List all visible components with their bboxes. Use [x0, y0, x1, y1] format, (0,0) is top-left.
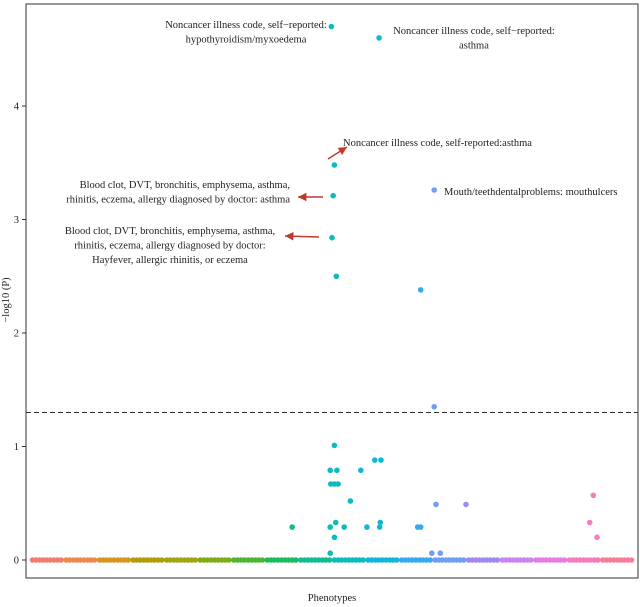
data-point	[329, 234, 335, 241]
data-point	[364, 524, 370, 530]
y-tick-label: 1	[14, 442, 19, 453]
baseline-point	[427, 557, 434, 563]
axes	[25, 3, 639, 579]
data-point	[590, 492, 597, 499]
data-point	[433, 501, 439, 508]
annotation-label: Blood clot, DVT, bronchitis, emphysema, …	[65, 226, 275, 266]
baseline-point	[58, 557, 64, 563]
y-axis-label: −log10 (P)	[1, 277, 12, 323]
annotation-label: Noncancer illness code, self−reported: as…	[393, 26, 555, 52]
data-point	[417, 287, 424, 293]
data-points	[289, 23, 600, 556]
data-point	[463, 501, 469, 508]
baseline-points	[29, 557, 635, 563]
baseline-point	[628, 557, 635, 563]
baseline-point	[595, 557, 601, 563]
data-point	[327, 467, 334, 474]
data-point	[341, 524, 348, 530]
annotation-label: Mouth/teethdentalproblems: mouthulcers	[444, 187, 618, 198]
annotations: Noncancer illness code, self−reported: hy…	[65, 20, 618, 266]
data-point	[289, 524, 296, 530]
data-point	[378, 457, 384, 463]
y-tick-label: 0	[14, 556, 19, 567]
data-point	[376, 524, 383, 530]
y-tick-label: 3	[14, 215, 19, 226]
baseline-point	[91, 557, 98, 563]
annotation-label: Noncancer illness code, self−reported: hy…	[165, 20, 327, 46]
data-point	[335, 481, 341, 487]
data-point	[586, 519, 593, 526]
data-point	[327, 524, 334, 530]
data-point	[327, 550, 334, 556]
data-point	[332, 519, 339, 526]
annotation-label: Noncancer illness code, self-reported:as…	[343, 138, 532, 149]
baseline-point	[158, 557, 165, 563]
baseline-point	[561, 557, 568, 563]
baseline-point	[293, 557, 299, 563]
data-point	[376, 35, 382, 41]
data-point	[331, 534, 338, 541]
baseline-point	[226, 557, 232, 563]
baseline-point	[360, 557, 366, 563]
baseline-point	[259, 557, 266, 563]
data-point	[333, 273, 340, 280]
baseline-point	[192, 557, 199, 563]
y-tick-label: 2	[14, 329, 19, 340]
data-point	[334, 467, 340, 474]
y-ticks: 0 1 2 3 4	[14, 102, 26, 567]
data-point	[331, 162, 338, 168]
data-point	[417, 524, 424, 530]
data-point	[372, 457, 378, 463]
baseline-point	[326, 557, 333, 563]
data-point	[330, 192, 337, 199]
baseline-point	[494, 557, 501, 563]
data-point	[328, 23, 335, 30]
data-point	[358, 467, 364, 474]
x-axis-label: Phenotypes	[308, 593, 356, 604]
baseline-point	[460, 557, 467, 563]
y-tick-label: 4	[14, 102, 20, 113]
data-point	[429, 550, 435, 556]
data-point	[594, 534, 600, 541]
data-point	[431, 404, 438, 410]
data-point	[377, 519, 384, 526]
annotation-label: Blood clot, DVT, bronchitis, emphysema, …	[66, 180, 290, 206]
data-point	[431, 187, 438, 193]
annotation-arrow	[327, 146, 348, 160]
baseline-point	[125, 557, 131, 563]
data-point	[331, 442, 338, 449]
data-point	[437, 550, 444, 556]
baseline-point	[393, 557, 400, 563]
plot-frame	[25, 3, 639, 579]
data-point	[347, 498, 354, 504]
annotation-arrow	[284, 232, 320, 241]
baseline-point	[528, 557, 534, 563]
